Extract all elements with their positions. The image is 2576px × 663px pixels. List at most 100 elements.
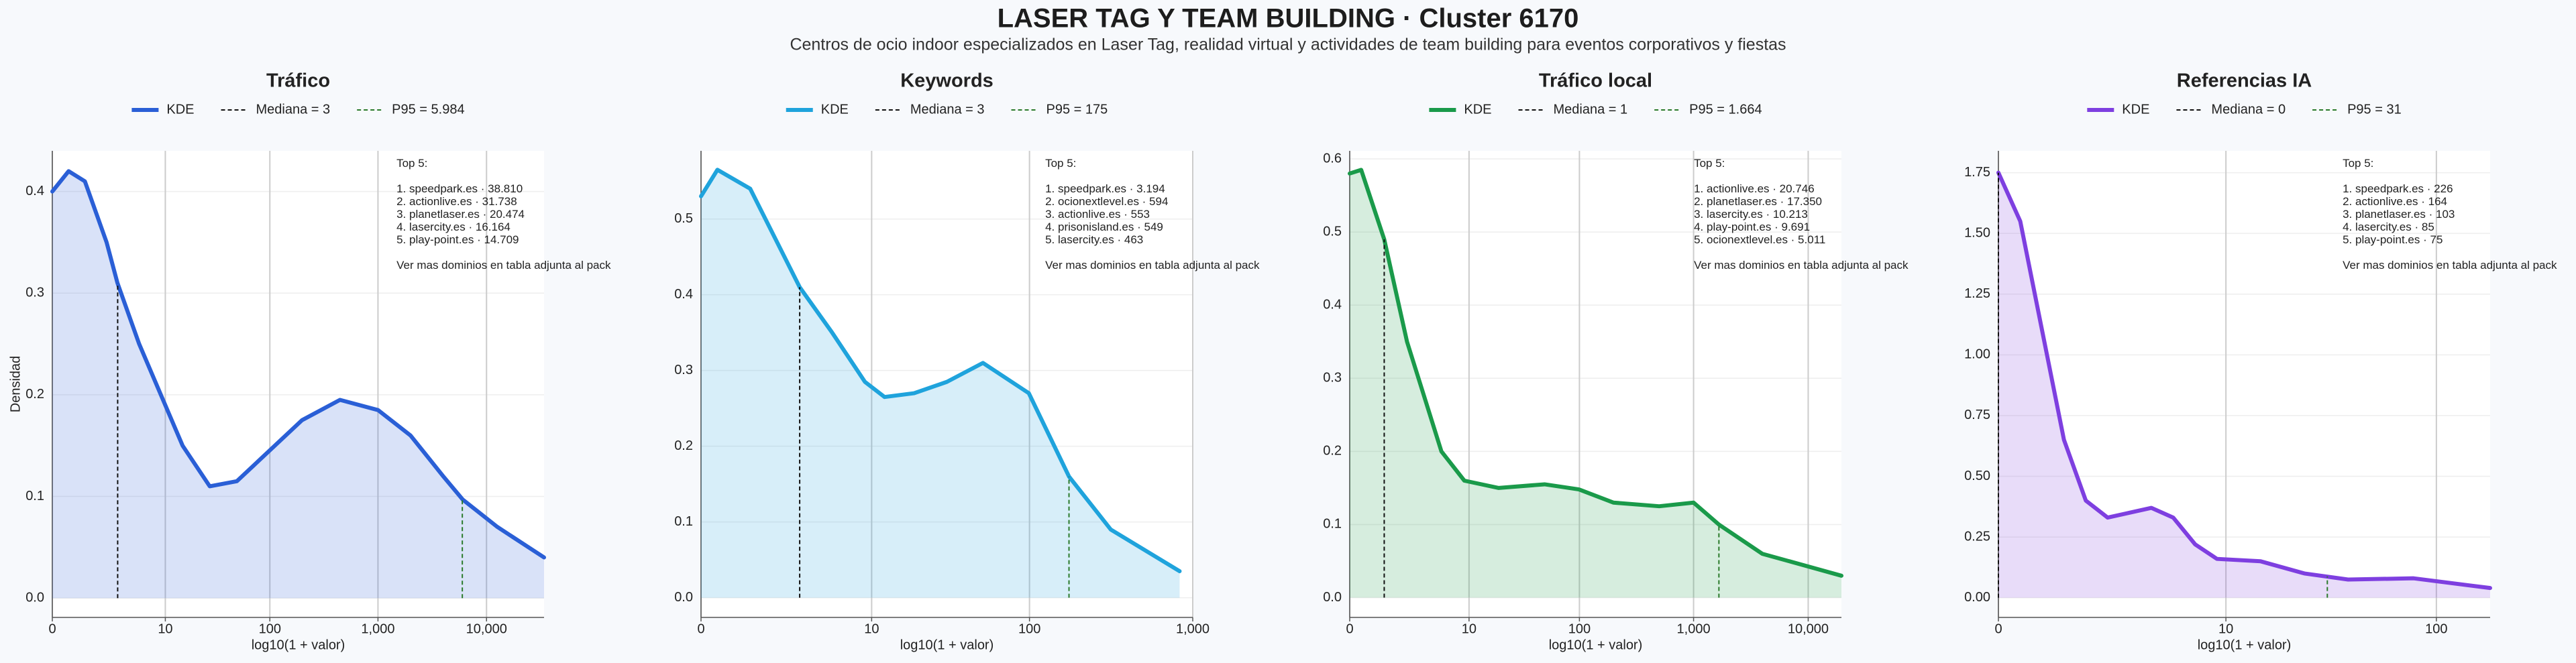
annotation-line: 5. lasercity.es · 463 xyxy=(1045,233,1143,246)
x-tick-label: 10,000 xyxy=(1788,621,1829,636)
y-tick-label: 1.25 xyxy=(1964,286,1990,301)
annotation-line: 3. lasercity.es · 10.213 xyxy=(1694,208,1808,221)
legend-label: Mediana = 3 xyxy=(256,102,331,117)
legend: KDE Mediana = 0 P95 = 31 xyxy=(2087,102,2402,117)
subplot-title: Keywords xyxy=(900,70,994,92)
annotation-line: 4. play-point.es · 9.691 xyxy=(1694,221,1810,233)
y-tick-label: 0.4 xyxy=(1323,297,1342,312)
subplot: Tráfico 0.0 0.1 0.2 0.3 0.4 0 10 100 1,000 10,000 l… xyxy=(8,70,611,653)
x-tick-label: 10 xyxy=(1462,621,1477,636)
y-tick-label: 0.5 xyxy=(1323,224,1342,239)
annotation-line: 4. lasercity.es · 85 xyxy=(2343,221,2434,233)
y-tick-label: 0.2 xyxy=(674,438,693,453)
kde-line xyxy=(1996,170,2492,591)
subplot-title: Tráfico xyxy=(266,70,330,92)
subplot: Referencias IA 0.00 0.25 0.50 0.75 1.00 1.25 1.… xyxy=(1964,70,2557,653)
x-axis-label: log10(1 + valor) xyxy=(1549,638,1643,652)
y-tick-label: 1.75 xyxy=(1964,165,1990,180)
plot-area xyxy=(1998,151,2490,617)
legend: KDE Mediana = 1 P95 = 1.664 xyxy=(1429,102,1762,117)
y-tick-label: 0.4 xyxy=(674,287,693,302)
subplot: Keywords 0.0 0.1 0.2 0.3 0.4 0.5 0 10 100 1,000 log… xyxy=(674,70,1260,653)
annotation-line: 5. play-point.es · 75 xyxy=(2343,233,2443,246)
plot-area xyxy=(1350,151,1841,617)
legend-label: KDE xyxy=(2122,102,2149,117)
y-tick-label: 0.2 xyxy=(1323,444,1342,459)
annotation-line: Ver mas dominios en tabla adjunta al pac… xyxy=(1694,259,1909,272)
annotation-line: 3. actionlive.es · 553 xyxy=(1045,208,1150,221)
y-tick-label: 0.5 xyxy=(674,211,693,226)
x-tick-label: 100 xyxy=(1018,621,1040,636)
annotation-line: Ver mas dominios en tabla adjunta al pac… xyxy=(2343,259,2557,272)
legend: KDE Mediana = 3 P95 = 5.984 xyxy=(131,102,465,117)
subplot-title: Referencias IA xyxy=(2177,70,2312,92)
x-tick-label: 0 xyxy=(1994,621,2002,636)
x-tick-label: 100 xyxy=(259,621,281,636)
x-axis-label: log10(1 + valor) xyxy=(252,638,345,652)
x-tick-label: 1,000 xyxy=(361,621,394,636)
y-tick-label: 0.1 xyxy=(25,489,44,503)
annotation-line: 5. play-point.es · 14.709 xyxy=(396,233,519,246)
x-tick-label: 100 xyxy=(2425,621,2447,636)
kde-line xyxy=(699,168,1182,574)
annotation-line: Top 5: xyxy=(396,157,427,170)
x-axis-label: log10(1 + valor) xyxy=(900,638,994,652)
x-tick-label: 0 xyxy=(697,621,704,636)
legend-label: P95 = 5.984 xyxy=(392,102,464,117)
legend-label: Mediana = 0 xyxy=(2211,102,2286,117)
annotation-line: 2. planetlaser.es · 17.350 xyxy=(1694,195,1822,208)
page-subtitle: Centros de ocio indoor especializados en… xyxy=(790,36,1786,54)
y-tick-label: 0.50 xyxy=(1964,469,1990,483)
y-tick-label: 0.6 xyxy=(1323,151,1342,166)
x-tick-label: 10,000 xyxy=(466,621,507,636)
annotation-line: 1. speedpark.es · 3.194 xyxy=(1045,182,1165,195)
plot-area xyxy=(701,151,1193,617)
y-tick-label: 0.75 xyxy=(1964,408,1990,422)
x-tick-label: 0 xyxy=(48,621,56,636)
legend-label: P95 = 175 xyxy=(1046,102,1108,117)
subplot: Tráfico local 0.0 0.1 0.2 0.3 0.4 0.5 0.6 0 10 100… xyxy=(1323,70,1909,653)
annotation-line: Top 5: xyxy=(2343,157,2373,170)
kde-area xyxy=(701,170,1180,598)
legend: KDE Mediana = 3 P95 = 175 xyxy=(786,102,1108,117)
annotation-line: 1. speedpark.es · 38.810 xyxy=(396,182,523,195)
kde-area xyxy=(1998,172,2490,598)
x-tick-label: 10 xyxy=(864,621,879,636)
y-axis-label: Densidad xyxy=(8,356,23,413)
legend-label: P95 = 1.664 xyxy=(1689,102,1762,117)
annotation-line: Ver mas dominios en tabla adjunta al pac… xyxy=(396,259,611,272)
y-tick-label: 0.0 xyxy=(1323,590,1342,605)
annotation-line: Top 5: xyxy=(1694,157,1725,170)
y-tick-label: 0.4 xyxy=(25,184,44,198)
kde-area xyxy=(1350,170,1841,598)
legend-label: P95 = 31 xyxy=(2347,102,2402,117)
kde-line xyxy=(50,169,546,560)
annotation-line: 1. actionlive.es · 20.746 xyxy=(1694,182,1815,195)
y-tick-label: 0.0 xyxy=(25,590,44,605)
y-tick-label: 0.1 xyxy=(674,514,693,529)
annotation-line: 2. actionlive.es · 31.738 xyxy=(396,195,517,208)
x-tick-label: 1,000 xyxy=(1176,621,1210,636)
legend-label: KDE xyxy=(1464,102,1491,117)
annotation-line: 1. speedpark.es · 226 xyxy=(2343,182,2453,195)
annotation-line: 5. ocionextlevel.es · 5.011 xyxy=(1694,233,1825,246)
x-axis-label: log10(1 + valor) xyxy=(2198,638,2292,652)
annotation-line: 2. actionlive.es · 164 xyxy=(2343,195,2447,208)
legend-label: KDE xyxy=(166,102,194,117)
y-tick-label: 0.3 xyxy=(25,286,44,300)
annotation-line: 2. ocionextlevel.es · 594 xyxy=(1045,195,1168,208)
y-tick-label: 0.1 xyxy=(1323,517,1342,532)
y-tick-label: 1.50 xyxy=(1964,225,1990,240)
subplot-title: Tráfico local xyxy=(1539,70,1652,92)
y-tick-label: 0.3 xyxy=(1323,371,1342,385)
kde-line xyxy=(1348,168,1843,578)
annotation-line: 4. prisonisland.es · 549 xyxy=(1045,221,1163,233)
x-tick-label: 0 xyxy=(1346,621,1353,636)
annotation-line: 4. lasercity.es · 16.164 xyxy=(396,221,511,233)
annotation-line: Top 5: xyxy=(1045,157,1076,170)
x-tick-label: 10 xyxy=(158,621,172,636)
y-tick-label: 0.0 xyxy=(674,590,693,605)
y-tick-label: 1.00 xyxy=(1964,347,1990,362)
plot-area xyxy=(52,151,544,617)
